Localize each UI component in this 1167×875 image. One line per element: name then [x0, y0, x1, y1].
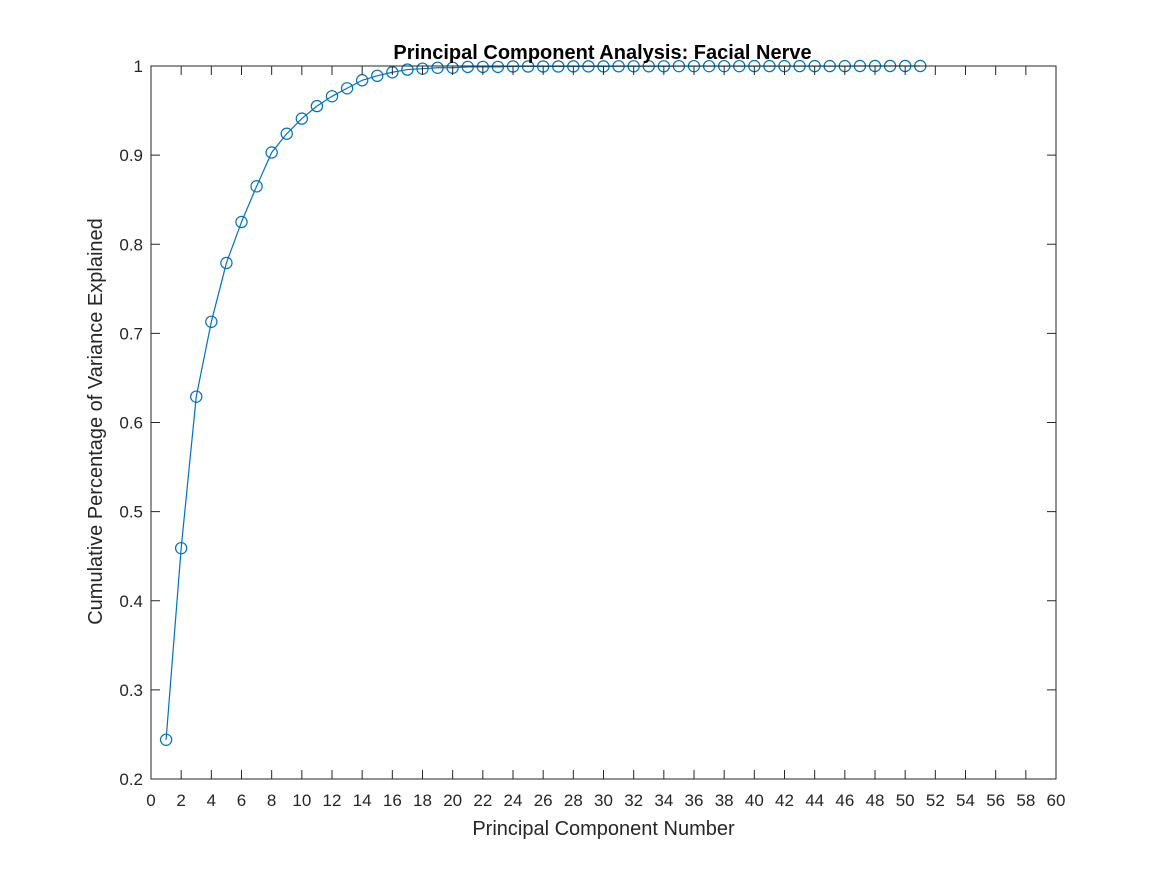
data-point-marker	[401, 63, 414, 76]
x-tick-label: 28	[564, 791, 583, 810]
x-tick-label: 4	[207, 791, 216, 810]
x-tick-label: 48	[866, 791, 885, 810]
x-tick-label: 60	[1047, 791, 1066, 810]
data-point-marker	[310, 99, 324, 113]
data-point-marker	[295, 112, 309, 125]
data-point-marker	[491, 60, 505, 74]
x-tick-label: 54	[956, 791, 975, 810]
data-point-marker	[190, 390, 203, 403]
x-tick-label: 12	[323, 791, 342, 810]
x-tick-label: 26	[534, 791, 553, 810]
x-tick-label: 56	[986, 791, 1005, 810]
y-tick-label: 0.4	[119, 592, 143, 611]
data-point-marker	[205, 315, 218, 328]
x-tick-label: 32	[624, 791, 643, 810]
x-tick-label: 10	[292, 791, 311, 810]
x-tick-label: 50	[896, 791, 915, 810]
y-tick-label: 0.6	[119, 414, 143, 433]
data-point-marker	[265, 146, 278, 159]
x-tick-label: 30	[594, 791, 613, 810]
x-tick-label: 2	[176, 791, 185, 810]
y-tick-label: 1	[134, 57, 143, 76]
x-tick-label: 36	[685, 791, 704, 810]
x-tick-label: 52	[926, 791, 945, 810]
data-point-marker	[250, 180, 263, 193]
x-tick-label: 40	[745, 791, 764, 810]
data-point-marker	[325, 90, 339, 103]
x-tick-label: 42	[775, 791, 794, 810]
data-point-marker	[220, 256, 233, 270]
data-point-marker	[280, 127, 293, 140]
y-tick-label: 0.5	[119, 503, 143, 522]
data-point-marker	[431, 61, 444, 74]
x-tick-label: 34	[654, 791, 673, 810]
y-tick-label: 0.9	[119, 146, 143, 165]
x-axis-label: Principal Component Number	[472, 818, 735, 840]
x-tick-label: 18	[413, 791, 432, 810]
data-point-marker	[461, 60, 474, 74]
y-tick-label: 0.7	[119, 324, 143, 343]
data-point-marker	[371, 69, 384, 83]
x-tick-label: 46	[835, 791, 854, 810]
tick-layer: 0 2 4 6 8 10 12 14 16 18 20 22 24 26 28 30 32 34 36 38 40 42 4…	[119, 57, 1065, 810]
data-point-marker	[340, 82, 354, 95]
x-tick-label: 16	[383, 791, 402, 810]
data-point-marker	[159, 733, 173, 746]
x-tick-label: 58	[1016, 791, 1035, 810]
x-tick-label: 20	[443, 791, 462, 810]
x-tick-label: 6	[237, 791, 246, 810]
x-tick-label: 22	[473, 791, 492, 810]
x-tick-label: 8	[267, 791, 276, 810]
x-tick-label: 14	[353, 791, 372, 810]
x-tick-label: 38	[715, 791, 734, 810]
x-tick-label: 24	[504, 791, 523, 810]
chart-title: Principal Component Analysis: Facial Ner…	[393, 42, 811, 64]
y-tick-label: 0.8	[119, 235, 143, 254]
y-tick-label: 0.3	[119, 681, 143, 700]
plot-area	[151, 66, 1056, 779]
y-axis-label: Cumulative Percentage of Variance Explai…	[85, 218, 107, 625]
axes-box	[150, 65, 1057, 780]
y-tick-label: 0.2	[119, 770, 143, 789]
data-point-marker	[174, 541, 188, 555]
data-point-marker	[235, 215, 248, 229]
x-tick-label: 0	[146, 791, 155, 810]
x-tick-label: 44	[805, 791, 824, 810]
